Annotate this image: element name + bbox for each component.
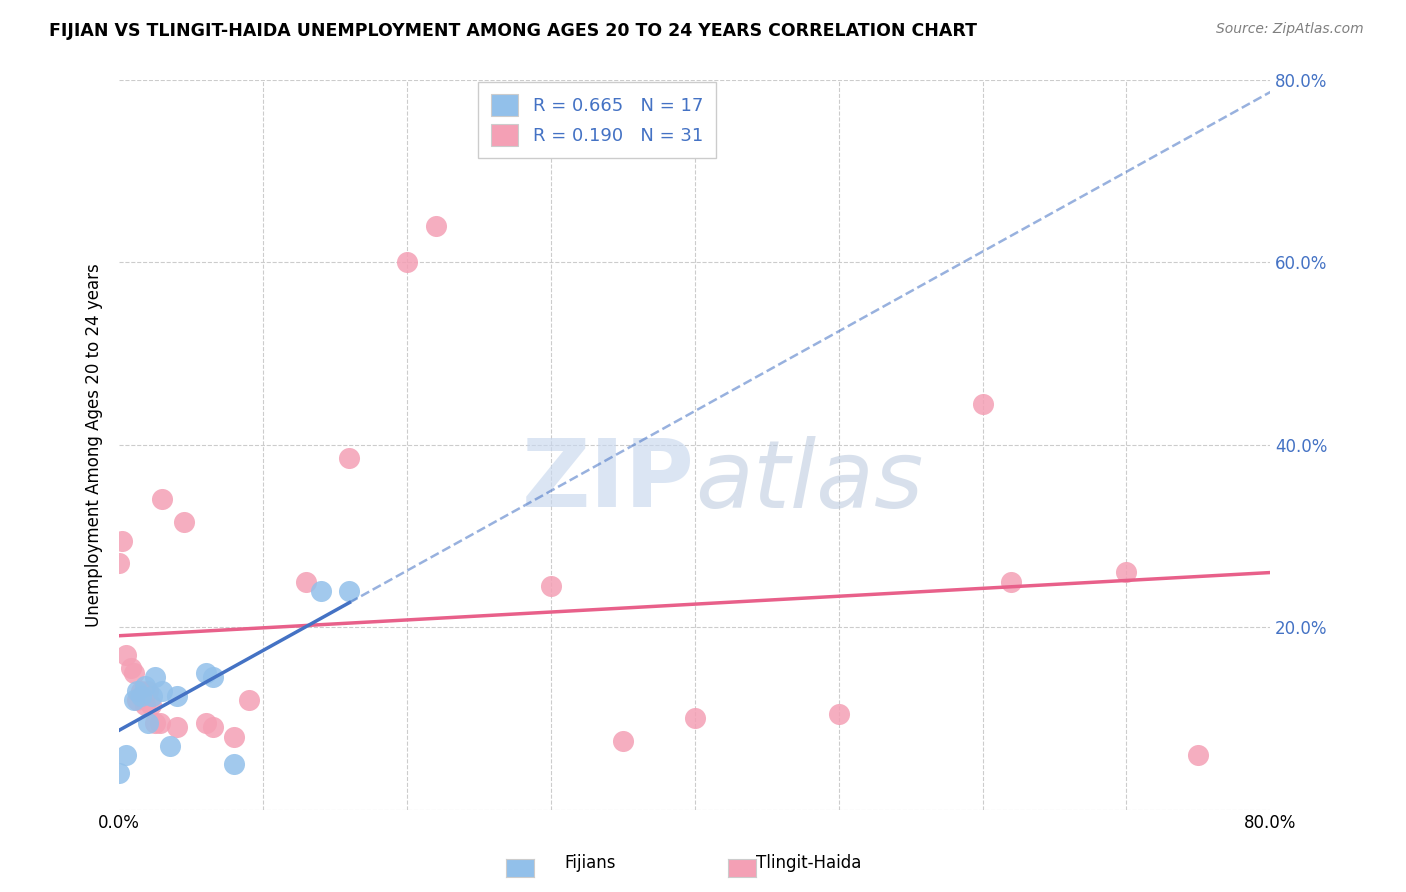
Point — [224, 730, 246, 744]
Text: atlas: atlas — [695, 435, 924, 527]
Point — [108, 557, 131, 571]
Point — [173, 516, 195, 530]
Point — [115, 747, 138, 762]
Point — [136, 684, 159, 698]
Point — [201, 670, 224, 684]
Y-axis label: Unemployment Among Ages 20 to 24 years: Unemployment Among Ages 20 to 24 years — [86, 263, 103, 627]
Point — [120, 661, 142, 675]
Point — [201, 721, 224, 735]
Point — [309, 583, 332, 598]
Point — [828, 706, 851, 721]
Point — [1115, 566, 1137, 580]
Point — [339, 583, 361, 598]
Point — [134, 680, 156, 694]
Point — [143, 715, 166, 730]
Point — [1000, 574, 1022, 589]
Point — [540, 579, 562, 593]
Point — [152, 492, 174, 507]
Point — [148, 715, 170, 730]
Text: Source: ZipAtlas.com: Source: ZipAtlas.com — [1216, 22, 1364, 37]
Point — [136, 715, 159, 730]
Point — [425, 219, 447, 233]
Point — [1187, 747, 1209, 762]
Point — [194, 715, 217, 730]
Point — [159, 739, 181, 753]
Legend: R = 0.665   N = 17, R = 0.190   N = 31: R = 0.665 N = 17, R = 0.190 N = 31 — [478, 82, 716, 158]
Text: Tlingit-Haida: Tlingit-Haida — [756, 855, 860, 872]
Point — [683, 711, 706, 725]
Text: ZIP: ZIP — [522, 435, 695, 527]
Point — [115, 648, 138, 662]
Point — [125, 693, 148, 707]
Point — [224, 756, 246, 771]
Point — [238, 693, 260, 707]
Point — [972, 397, 994, 411]
Point — [612, 734, 634, 748]
Point — [166, 689, 188, 703]
Point — [143, 670, 166, 684]
Point — [396, 255, 419, 269]
Point — [125, 684, 148, 698]
Point — [122, 693, 145, 707]
Point — [194, 665, 217, 680]
Point — [134, 698, 156, 712]
Text: Fijians: Fijians — [565, 855, 616, 872]
Point — [139, 698, 162, 712]
Point — [339, 451, 361, 466]
Point — [141, 689, 163, 703]
Point — [295, 574, 318, 589]
Text: FIJIAN VS TLINGIT-HAIDA UNEMPLOYMENT AMONG AGES 20 TO 24 YEARS CORRELATION CHART: FIJIAN VS TLINGIT-HAIDA UNEMPLOYMENT AMO… — [49, 22, 977, 40]
Point — [108, 766, 131, 780]
Point — [122, 665, 145, 680]
Point — [129, 684, 152, 698]
Point — [129, 689, 152, 703]
Point — [166, 721, 188, 735]
Point — [152, 684, 174, 698]
Point — [111, 533, 134, 548]
